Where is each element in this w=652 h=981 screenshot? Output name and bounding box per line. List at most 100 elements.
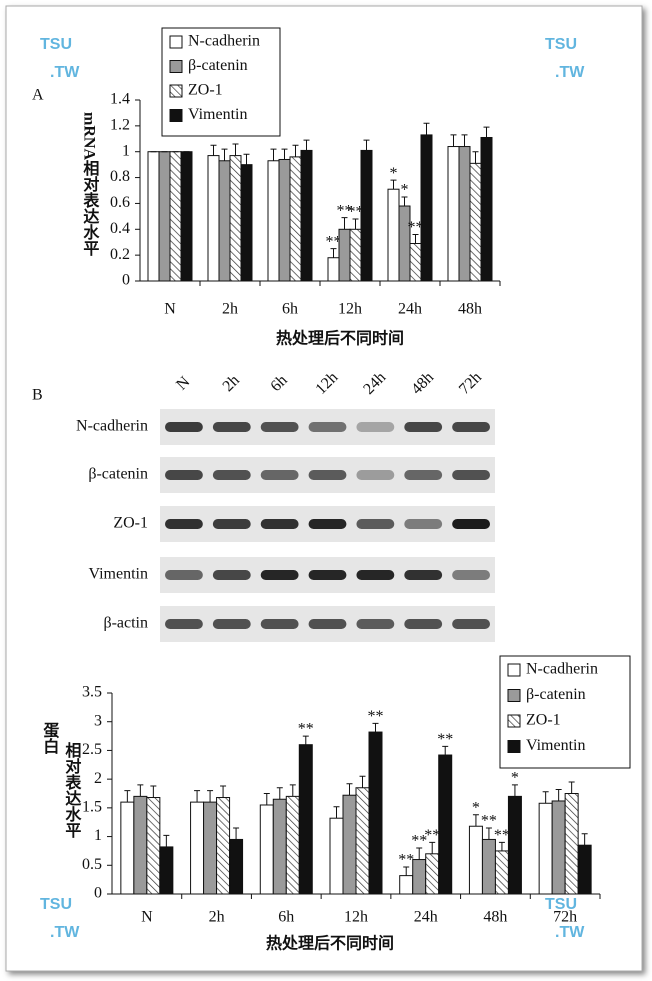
x-tick-label: 12h: [344, 909, 368, 926]
legend-label: N-cadherin: [188, 33, 260, 50]
y-axis-label: mRNA相对表达水平: [80, 112, 100, 257]
bar: [180, 151, 193, 282]
error-bar: [210, 144, 217, 156]
y-tick-label: 1: [122, 142, 130, 159]
band: [212, 519, 251, 529]
band: [212, 470, 251, 480]
error-bar: [137, 784, 144, 797]
bar: [327, 257, 340, 282]
y-tick-label: 0: [94, 885, 102, 902]
watermark: .TW: [50, 924, 80, 941]
error-bar: [461, 134, 468, 147]
y-tick-label: 0.4: [110, 220, 130, 237]
significance: **: [437, 731, 453, 748]
band: [356, 570, 395, 580]
row-label: β-actin: [103, 615, 148, 632]
error-bar: [363, 139, 370, 151]
y-tick-label: 0.8: [110, 168, 130, 185]
error-bar: [341, 217, 348, 230]
error-bar: [163, 834, 170, 847]
x-tick-label: 24h: [398, 301, 422, 318]
error-bar: [352, 218, 359, 230]
significance: **: [348, 204, 364, 221]
bar: [447, 146, 460, 282]
panel-label: B: [32, 387, 43, 404]
x-tick-label: 12h: [338, 301, 362, 318]
error-bar: [124, 790, 131, 803]
band: [356, 422, 395, 432]
error-bar: [485, 827, 492, 840]
y-tick-label: 1: [94, 827, 102, 844]
y-tick-label: 2.5: [82, 741, 102, 758]
bar: [146, 797, 161, 895]
error-bar: [423, 122, 430, 135]
y-tick-label: 0.6: [110, 194, 130, 211]
legend-swatch: [169, 60, 183, 73]
error-bar: [303, 139, 310, 151]
bar: [458, 146, 471, 282]
legend-label: Vimentin: [188, 106, 247, 123]
bar: [349, 228, 362, 282]
legend-label: β-catenin: [526, 686, 586, 703]
bar: [425, 853, 440, 895]
error-bar: [542, 791, 549, 804]
y-tick-label: 0.5: [82, 856, 102, 873]
significance: **: [298, 721, 314, 738]
x-tick-label: 48h: [458, 301, 482, 318]
significance: **: [411, 833, 427, 850]
error-bar: [276, 787, 283, 800]
watermark: .TW: [555, 924, 585, 941]
band: [452, 619, 490, 629]
bar: [259, 804, 274, 895]
y-axis-label: 相对表达水平: [62, 741, 82, 839]
significance: *: [401, 182, 409, 199]
watermark: TSU: [40, 896, 72, 913]
row-label: Vimentin: [89, 566, 148, 583]
x-tick-label: N: [164, 301, 176, 318]
significance: *: [390, 165, 398, 182]
band: [404, 470, 443, 480]
bar: [538, 802, 553, 895]
significance: **: [398, 852, 414, 869]
band: [212, 619, 251, 629]
row-label: N-cadherin: [76, 418, 148, 435]
bar: [216, 797, 231, 895]
x-tick-label: 2h: [209, 909, 225, 926]
error-bar: [207, 790, 214, 803]
bar: [133, 795, 148, 895]
significance: **: [494, 827, 510, 844]
bar: [342, 794, 357, 895]
bar: [207, 155, 220, 282]
band: [356, 619, 395, 629]
panel-label: A: [32, 87, 44, 104]
y-tick-label: 3.5: [82, 684, 102, 701]
significance: *: [472, 799, 480, 816]
error-bar: [333, 806, 340, 819]
x-tick-label: 6h: [278, 909, 294, 926]
band: [165, 470, 203, 480]
legend-label: ZO-1: [188, 82, 223, 99]
bar: [190, 801, 205, 895]
bar: [120, 801, 135, 895]
legend-label: ZO-1: [526, 712, 561, 729]
legend-swatch: [169, 109, 183, 122]
band: [260, 519, 299, 529]
bar: [338, 228, 351, 282]
bar: [551, 800, 566, 895]
band: [404, 519, 443, 529]
y-tick-label: 1.2: [110, 117, 130, 134]
y-tick-label: 3: [94, 712, 102, 729]
significance: **: [408, 219, 424, 236]
band: [356, 519, 395, 529]
legend-swatch: [507, 689, 521, 702]
band: [165, 570, 203, 580]
error-bar: [330, 248, 337, 258]
legend-swatch: [507, 663, 521, 677]
error-bar: [403, 866, 410, 876]
band: [452, 519, 490, 529]
bar: [387, 188, 400, 282]
error-bar: [429, 841, 436, 854]
error-bar: [472, 814, 479, 827]
bar: [360, 149, 373, 282]
